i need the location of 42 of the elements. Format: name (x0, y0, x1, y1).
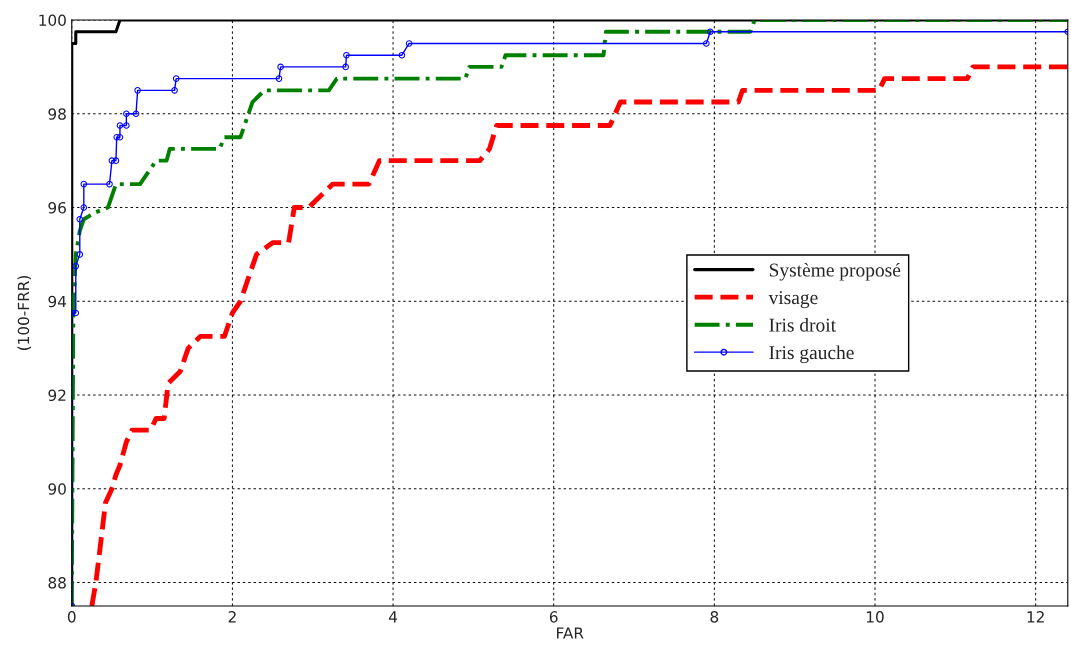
point (134, 87, 141, 94)
y-axis-title: (100-FRR) (17, 275, 32, 350)
legend-label: Iris gauche (769, 345, 854, 364)
point (123, 110, 130, 118)
legend-label: visage (768, 291, 818, 309)
x-tick-label: 8 (710, 611, 719, 623)
y-tick-label: 92 (48, 389, 66, 402)
y-tick-label: 94 (48, 295, 67, 308)
y-tick-label: 90 (48, 483, 66, 495)
legend-label: Iris droit (769, 317, 836, 332)
point (123, 122, 130, 129)
point (132, 110, 140, 118)
point (275, 75, 283, 82)
y-tick-label: 96 (48, 201, 66, 214)
point (112, 157, 120, 164)
point (80, 180, 88, 188)
point (116, 122, 124, 129)
point (703, 40, 710, 47)
point (172, 75, 180, 82)
point (76, 215, 84, 223)
x-tick-label: 4 (388, 611, 398, 623)
x-tick-label: 2 (228, 611, 236, 623)
x-axis-title: FAR (557, 627, 584, 639)
x-tick-label: 10 (866, 611, 884, 623)
y-tick-label: 98 (48, 108, 66, 120)
x-tick-label: 12 (1027, 611, 1044, 623)
point (72, 309, 80, 317)
y-tick-label: 100 (39, 14, 66, 27)
point (277, 63, 284, 71)
point (342, 63, 349, 71)
point (171, 87, 178, 94)
point (707, 28, 714, 36)
x-tick-label: 6 (549, 611, 558, 623)
y-tick-label: 88 (48, 576, 66, 589)
x-tick-label: 0 (67, 611, 76, 623)
point (72, 262, 80, 270)
point (398, 51, 406, 59)
point (405, 40, 413, 47)
legend-label: Système proposé (769, 262, 901, 281)
point (343, 51, 350, 59)
point (76, 251, 84, 258)
point (80, 204, 88, 211)
